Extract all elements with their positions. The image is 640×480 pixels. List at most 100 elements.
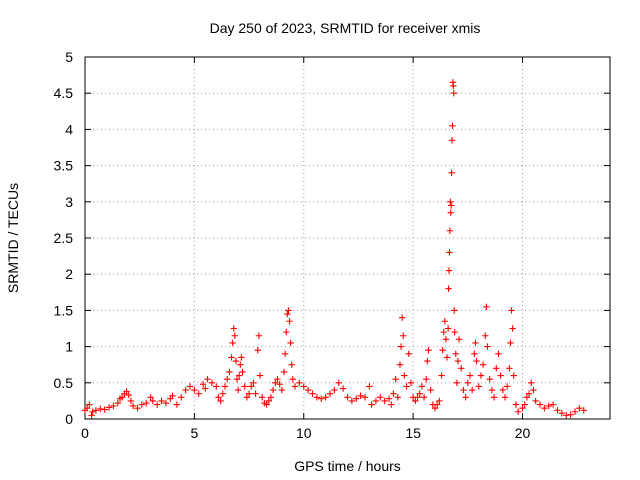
data-point bbox=[475, 383, 482, 390]
data-point bbox=[231, 332, 239, 339]
data-point bbox=[468, 386, 476, 394]
data-point bbox=[254, 347, 262, 354]
data-point bbox=[221, 383, 229, 390]
data-point bbox=[519, 404, 526, 412]
data-point bbox=[149, 397, 157, 405]
data-point bbox=[398, 314, 406, 321]
data-point bbox=[436, 397, 443, 405]
data-point bbox=[313, 394, 321, 401]
data-point bbox=[381, 397, 388, 405]
y-tick-label: 0.5 bbox=[54, 375, 74, 391]
data-point bbox=[460, 386, 467, 394]
data-point bbox=[447, 209, 454, 216]
data-point bbox=[114, 399, 122, 407]
data-point bbox=[233, 375, 241, 383]
data-point bbox=[204, 375, 211, 383]
data-point bbox=[512, 401, 520, 408]
data-point bbox=[285, 307, 292, 314]
data-point bbox=[438, 372, 445, 379]
data-point bbox=[449, 122, 456, 129]
data-series-srmtid bbox=[81, 79, 587, 419]
data-point bbox=[243, 394, 251, 401]
data-point bbox=[390, 390, 397, 397]
data-point bbox=[473, 357, 480, 365]
x-tick-label: 0 bbox=[81, 425, 89, 441]
data-point bbox=[241, 383, 248, 390]
data-point bbox=[86, 401, 93, 408]
data-point bbox=[484, 343, 491, 350]
data-point bbox=[521, 401, 528, 408]
data-point bbox=[448, 169, 455, 177]
y-tick-label: 2.5 bbox=[54, 230, 74, 246]
data-point bbox=[274, 375, 281, 383]
data-point bbox=[276, 381, 283, 388]
grid-lines bbox=[85, 57, 610, 419]
data-point bbox=[250, 379, 257, 386]
data-point bbox=[443, 354, 451, 361]
data-point bbox=[237, 361, 244, 368]
data-point bbox=[239, 368, 246, 376]
data-point bbox=[567, 411, 574, 418]
data-point bbox=[97, 405, 104, 413]
data-point bbox=[272, 379, 279, 386]
data-point bbox=[255, 332, 263, 339]
data-point bbox=[278, 386, 286, 394]
y-axis-label: SRMTID / TECUs bbox=[5, 183, 21, 293]
data-point bbox=[483, 303, 490, 310]
data-point bbox=[528, 379, 535, 386]
data-point bbox=[226, 368, 233, 376]
data-point bbox=[202, 385, 209, 392]
data-point bbox=[427, 386, 434, 394]
data-point bbox=[479, 361, 487, 368]
data-point bbox=[447, 198, 454, 205]
data-point bbox=[466, 372, 474, 379]
data-point bbox=[445, 267, 453, 274]
data-point bbox=[396, 361, 404, 368]
data-point bbox=[256, 372, 264, 379]
data-point bbox=[454, 357, 462, 365]
data-point bbox=[412, 397, 419, 405]
data-point bbox=[532, 397, 539, 405]
data-point bbox=[288, 361, 295, 368]
data-point bbox=[471, 350, 478, 358]
data-point bbox=[403, 383, 410, 390]
data-point bbox=[486, 375, 493, 383]
data-point bbox=[219, 390, 227, 397]
data-point bbox=[446, 227, 454, 234]
data-point bbox=[357, 392, 364, 400]
y-axis-ticks: 0 0.5 1 1.5 2 2.5 3 3.5 4 4.5 5 bbox=[54, 49, 610, 427]
data-point bbox=[501, 394, 509, 401]
data-point bbox=[213, 383, 220, 390]
data-point bbox=[110, 402, 117, 410]
data-point bbox=[238, 354, 245, 361]
data-point bbox=[191, 386, 198, 394]
y-tick-label: 1 bbox=[65, 339, 73, 355]
data-point bbox=[331, 386, 338, 394]
data-point bbox=[514, 408, 522, 415]
data-point bbox=[445, 285, 452, 292]
y-tick-label: 0 bbox=[65, 411, 73, 427]
data-point bbox=[129, 402, 137, 410]
data-point bbox=[418, 383, 426, 390]
data-point bbox=[300, 383, 307, 390]
y-tick-label: 3 bbox=[65, 194, 73, 210]
data-point bbox=[407, 379, 415, 386]
data-point bbox=[451, 328, 458, 336]
data-point bbox=[234, 386, 242, 394]
data-point bbox=[208, 379, 216, 386]
data-point bbox=[497, 372, 504, 379]
x-tick-label: 5 bbox=[190, 425, 198, 441]
data-point bbox=[304, 386, 312, 394]
data-point bbox=[431, 404, 439, 412]
data-point bbox=[571, 408, 579, 415]
data-point bbox=[252, 390, 259, 397]
data-point bbox=[423, 375, 430, 383]
data-point bbox=[348, 397, 356, 405]
data-point bbox=[509, 325, 516, 332]
data-point bbox=[283, 328, 290, 336]
data-point bbox=[173, 401, 181, 408]
data-point bbox=[508, 307, 515, 314]
data-point bbox=[510, 372, 517, 379]
data-point bbox=[450, 82, 457, 90]
data-point bbox=[280, 368, 288, 376]
